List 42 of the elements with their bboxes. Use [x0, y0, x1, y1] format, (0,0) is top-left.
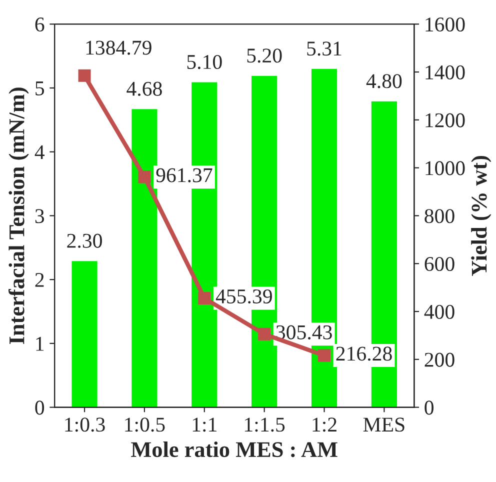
- y-tick-label: 2: [35, 272, 44, 287]
- y2-tick-label: 800: [424, 209, 454, 224]
- y2-tick-label: 200: [424, 352, 454, 367]
- y-axis-title: Interfacial Tension (mN/m): [8, 88, 29, 344]
- point: [78, 69, 91, 82]
- y-tick-label: 0: [35, 400, 44, 415]
- data-label: 2.30: [67, 234, 102, 248]
- point: [138, 170, 151, 184]
- x-tick-label: MES: [363, 418, 404, 432]
- data-label: 5.31: [307, 42, 342, 56]
- data-label: 5.10: [187, 54, 222, 70]
- x-tick-label: 1:0.3: [65, 418, 105, 432]
- data-label: 4.80: [366, 74, 402, 88]
- data-label: 455.39: [216, 289, 272, 304]
- data-label: 4.68: [126, 82, 162, 96]
- y-tick-label: 5: [36, 82, 44, 96]
- data-label: 1384.79: [86, 40, 152, 55]
- y-tick-label: 6: [35, 18, 44, 32]
- y2-tick-label: 1000: [426, 161, 465, 176]
- point: [198, 292, 211, 304]
- data-label: 305.43: [276, 325, 332, 340]
- x-tick-label: 1:1.5: [245, 418, 285, 432]
- point: [258, 328, 271, 340]
- bar: [70, 260, 99, 408]
- point: [318, 349, 331, 362]
- x-tick-label: 1:1: [192, 418, 216, 432]
- y2-tick-label: 600: [424, 256, 454, 272]
- data-label: 216.28: [336, 346, 392, 361]
- data-label: 5.20: [247, 48, 282, 63]
- y2-tick-label: 0: [424, 400, 434, 415]
- x-tick-label: 1:2: [312, 418, 336, 432]
- x-axis-title: Mole ratio MES : AM: [131, 441, 338, 458]
- x-tick-label: 1:0.5: [125, 418, 165, 432]
- y2-axis-title: Yield (% wt): [471, 156, 492, 276]
- y-tick-label: 3: [35, 209, 44, 224]
- data-label: 961.37: [156, 168, 212, 182]
- y2-tick-label: 400: [424, 304, 454, 319]
- y-tick-label: 1: [36, 336, 44, 351]
- y2-tick-label: 1200: [426, 113, 465, 128]
- y2-tick-label: 1400: [426, 65, 465, 80]
- y2-tick-label: 1600: [426, 17, 465, 32]
- y-tick-label: 4: [34, 145, 45, 160]
